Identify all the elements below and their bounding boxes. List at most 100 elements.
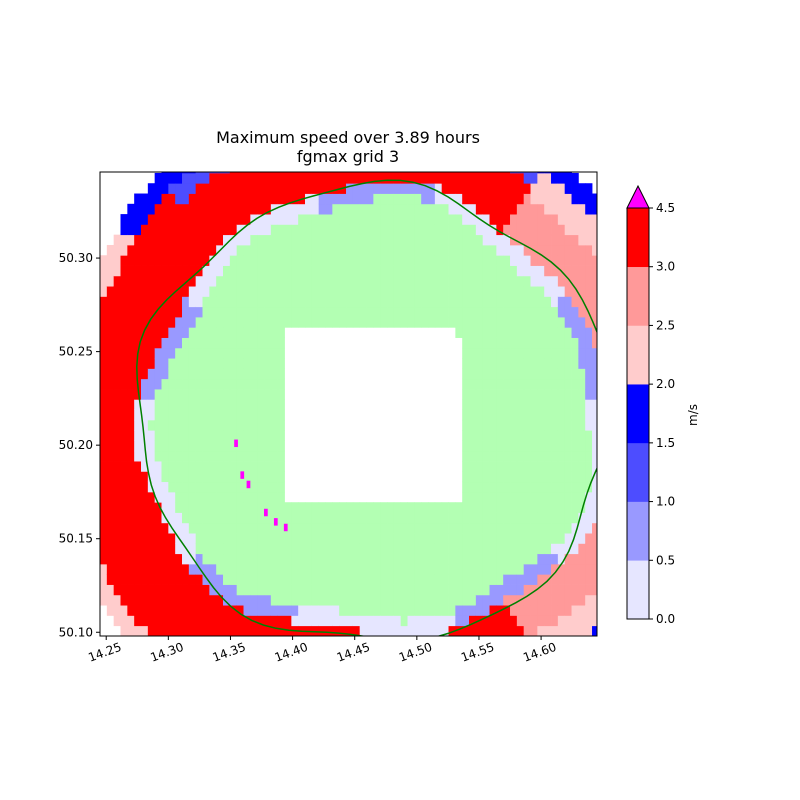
field-cell xyxy=(209,502,217,513)
field-cell xyxy=(496,172,504,184)
field-cell xyxy=(250,389,258,400)
field-cell xyxy=(141,481,149,493)
field-cell xyxy=(270,594,279,606)
field-cell xyxy=(202,337,210,349)
field-cell xyxy=(229,286,238,297)
field-cell xyxy=(168,419,176,431)
field-cell xyxy=(434,605,443,616)
field-cell xyxy=(434,306,443,318)
field-cell xyxy=(257,574,265,585)
field-cell xyxy=(489,409,497,421)
field-cell xyxy=(387,275,395,287)
field-cell xyxy=(489,491,497,503)
field-cell xyxy=(161,172,169,174)
field-cell xyxy=(489,378,497,390)
field-cell xyxy=(448,296,456,308)
field-cell xyxy=(298,584,306,596)
field-cell xyxy=(530,543,538,555)
field-cell xyxy=(469,543,477,555)
field-cell xyxy=(209,450,217,462)
field-cell xyxy=(182,317,190,328)
field-cell xyxy=(462,337,470,349)
field-cell xyxy=(441,605,449,616)
field-cell xyxy=(428,296,436,308)
field-cell xyxy=(134,327,142,338)
field-cell xyxy=(277,491,285,503)
field-cell xyxy=(448,574,456,585)
field-cell xyxy=(243,203,251,215)
field-cell xyxy=(482,430,490,441)
field-cell xyxy=(564,203,572,215)
field-cell xyxy=(325,193,333,205)
field-cell xyxy=(332,286,340,297)
field-cell xyxy=(270,491,279,503)
field-cell xyxy=(277,512,285,524)
field-cell xyxy=(291,306,299,318)
field-cell xyxy=(106,533,115,544)
field-cell xyxy=(250,193,258,205)
field-cell xyxy=(216,594,224,606)
field-cell xyxy=(510,440,518,452)
field-cell xyxy=(352,533,361,544)
field-cell xyxy=(475,471,484,483)
field-cell xyxy=(564,563,572,575)
field-cell xyxy=(578,430,586,441)
field-cell xyxy=(510,615,518,627)
field-cell xyxy=(462,389,470,400)
field-cell xyxy=(188,368,197,380)
field-cell xyxy=(557,172,566,174)
field-cell xyxy=(400,172,408,184)
field-cell xyxy=(462,450,470,462)
field-cell xyxy=(168,347,176,359)
field-cell xyxy=(557,306,566,318)
field-cell xyxy=(161,533,169,544)
field-cell xyxy=(578,368,586,380)
field-cell xyxy=(188,224,197,236)
field-cell xyxy=(592,481,597,493)
field-cell xyxy=(592,378,597,390)
field-cell xyxy=(182,430,190,441)
field-cell xyxy=(387,234,395,246)
field-cell xyxy=(154,358,162,369)
field-cell xyxy=(407,543,415,555)
field-cell xyxy=(188,399,197,411)
field-cell xyxy=(359,275,367,287)
field-cell xyxy=(202,543,210,555)
field-cell xyxy=(359,574,367,585)
field-cell xyxy=(264,317,272,328)
x-tick-label: 14.45 xyxy=(335,640,372,665)
field-cell xyxy=(298,172,306,174)
field-cell xyxy=(147,430,156,441)
field-cell xyxy=(551,512,559,524)
field-cell xyxy=(250,347,258,359)
field-cell xyxy=(120,625,128,636)
field-cell xyxy=(120,296,128,308)
field-cell xyxy=(147,409,156,421)
field-cell xyxy=(592,543,597,555)
field-cell xyxy=(332,594,340,606)
field-cell xyxy=(168,450,176,462)
field-cell xyxy=(352,224,361,236)
field-cell xyxy=(441,317,449,328)
field-cell xyxy=(298,594,306,606)
field-cell xyxy=(202,296,210,308)
field-cell xyxy=(161,183,169,194)
field-cell xyxy=(305,203,313,215)
field-cell xyxy=(503,543,511,555)
field-cell xyxy=(380,296,388,308)
field-cell xyxy=(209,471,217,483)
field-cell xyxy=(544,594,552,606)
field-cell xyxy=(585,255,593,266)
field-cell xyxy=(496,533,504,544)
field-cell xyxy=(592,563,597,575)
field-cell xyxy=(428,574,436,585)
field-cell xyxy=(475,183,484,194)
field-cell xyxy=(475,625,484,636)
field-cell xyxy=(469,430,477,441)
field-cell xyxy=(182,368,190,380)
field-cell xyxy=(346,172,354,184)
field-cell xyxy=(523,553,531,565)
field-cell xyxy=(182,224,190,236)
field-cell xyxy=(455,584,463,596)
field-cell xyxy=(469,605,477,616)
